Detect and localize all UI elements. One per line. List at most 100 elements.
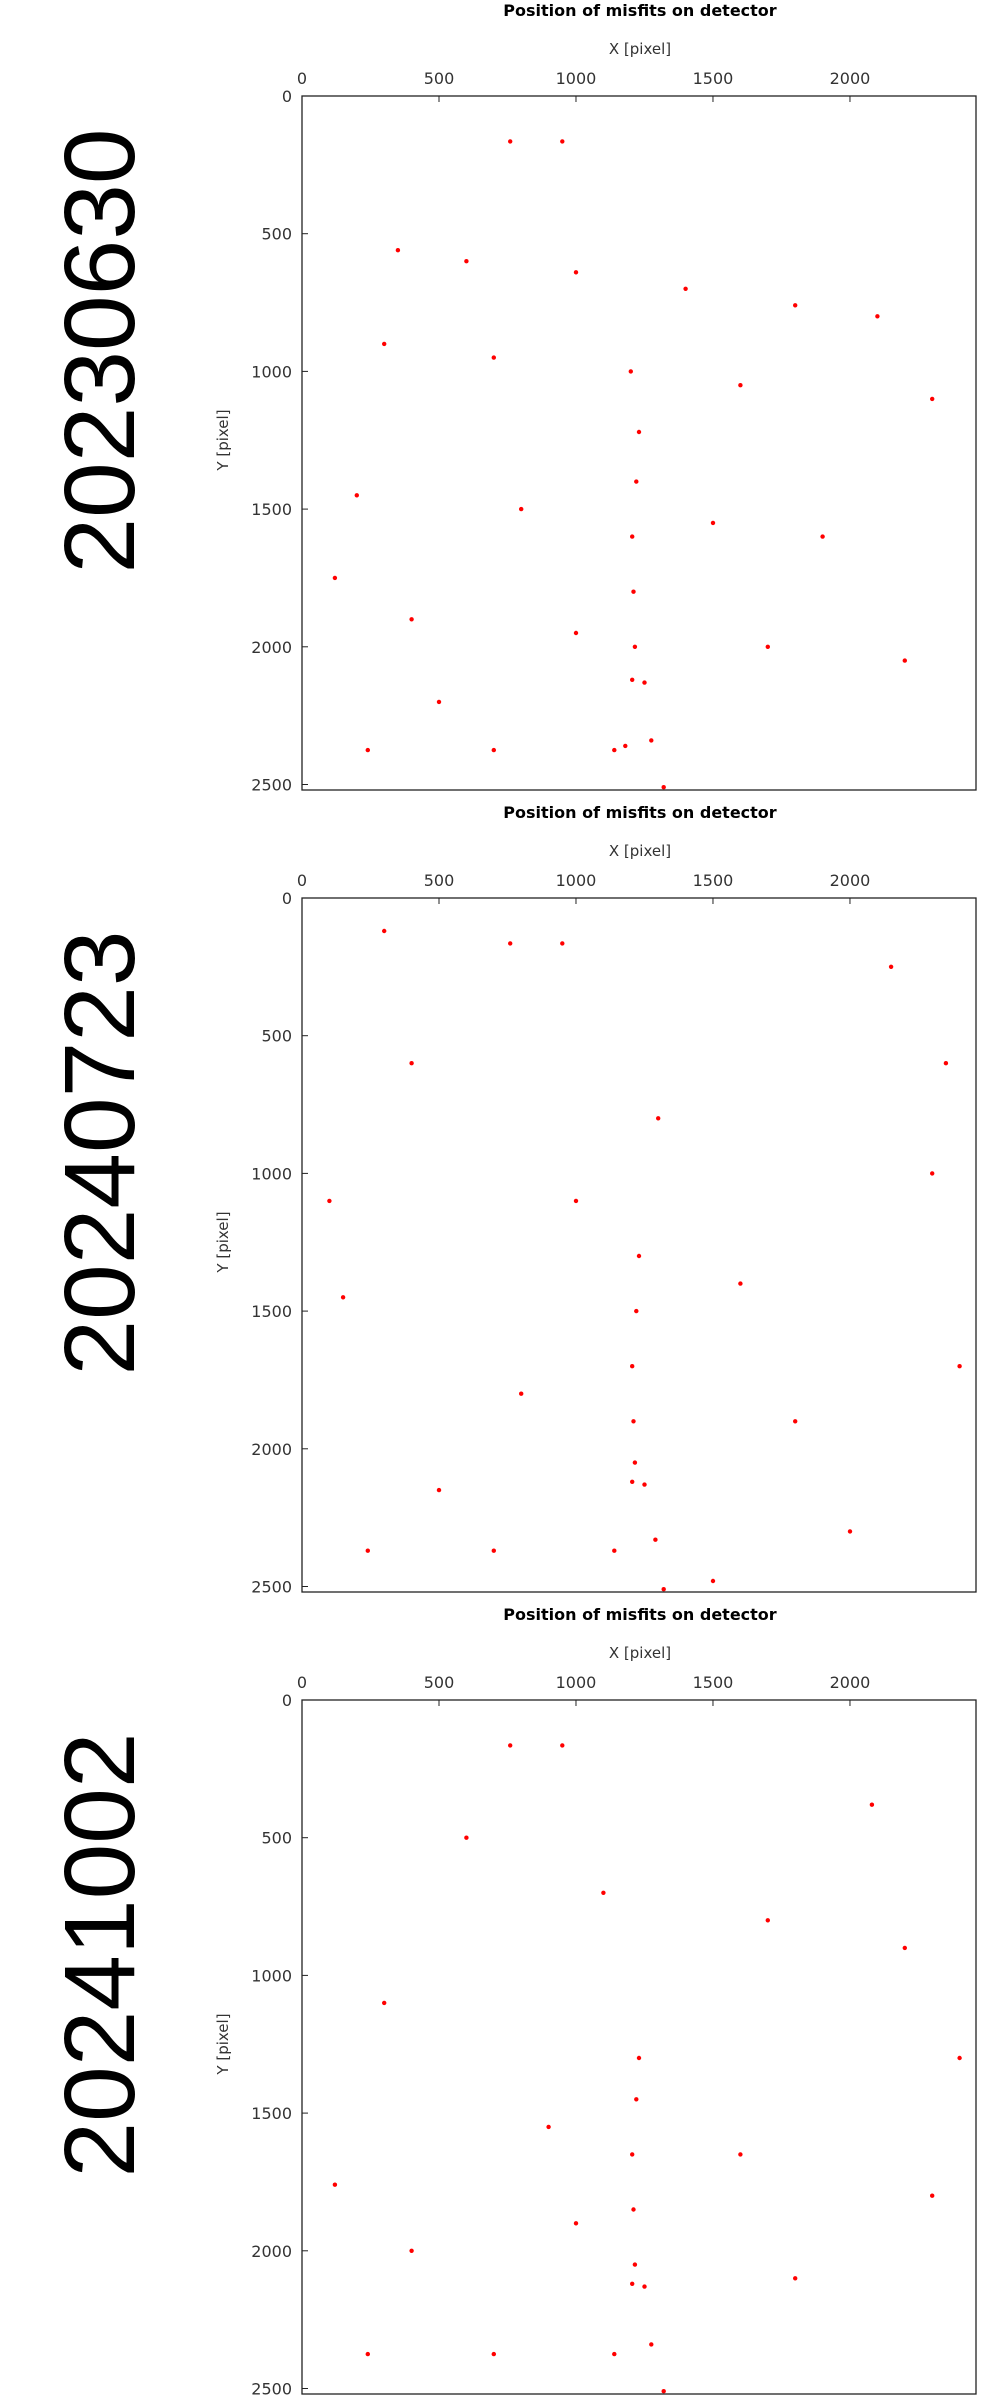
data-point <box>365 747 370 753</box>
data-point <box>631 2207 636 2212</box>
data-point <box>957 1364 962 1369</box>
y-tick-label: 1000 <box>251 1966 292 1985</box>
y-tick-label: 0 <box>282 889 292 908</box>
points-group <box>332 139 935 790</box>
data-point <box>738 1281 743 1286</box>
x-tick-label: 2000 <box>830 871 871 890</box>
x-tick-label: 1500 <box>693 69 734 88</box>
data-point <box>409 1061 414 1066</box>
x-tick-label: 1000 <box>556 871 597 890</box>
data-point <box>573 1198 579 1204</box>
data-point <box>683 286 688 291</box>
points-group <box>332 1743 962 2394</box>
y-axis-label: Y [pixel] <box>214 1211 232 1273</box>
data-point <box>332 2182 338 2187</box>
panel-1: 20230630 Position of misfits on detector… <box>0 0 1004 802</box>
data-point <box>464 1835 469 1840</box>
data-point <box>612 2351 617 2357</box>
data-point <box>902 1945 907 1951</box>
data-point <box>957 2055 962 2061</box>
data-point <box>661 2389 666 2394</box>
x-tick-label: 500 <box>424 871 455 890</box>
x-tick-label: 1500 <box>693 871 734 890</box>
x-tick-label: 500 <box>424 1673 455 1692</box>
data-point <box>820 534 825 539</box>
x-tick-label: 500 <box>424 69 455 88</box>
y-axis-label: Y [pixel] <box>214 409 232 471</box>
data-point <box>765 1918 770 1923</box>
data-point <box>642 1482 647 1487</box>
data-point <box>382 2000 387 2006</box>
data-point <box>630 1364 635 1369</box>
data-point <box>793 303 798 308</box>
y-tick-label: 500 <box>261 1027 292 1046</box>
data-point <box>573 630 579 636</box>
data-point <box>765 644 770 649</box>
x-tick-label: 1500 <box>693 1673 734 1692</box>
data-point <box>632 1460 638 1465</box>
chart-title: Position of misfits on detector <box>503 1605 777 1624</box>
data-point <box>738 383 743 388</box>
scatter-chart: Position of misfits on detector X [pixel… <box>214 1605 977 2398</box>
data-point <box>560 1743 565 1748</box>
data-point <box>560 139 565 144</box>
data-point <box>653 1537 658 1542</box>
data-point <box>875 314 880 319</box>
y-tick-label: 2500 <box>251 775 292 794</box>
data-point <box>642 2284 647 2289</box>
data-point <box>365 1548 370 1553</box>
scatter-chart: Position of misfits on detector X [pixel… <box>214 1 977 794</box>
data-point <box>793 1419 798 1424</box>
data-point <box>636 429 642 435</box>
x-tick-label: 2000 <box>830 1673 871 1692</box>
data-point <box>340 1295 346 1300</box>
x-tick-label: 0 <box>297 69 307 88</box>
y-tick-label: 1500 <box>251 1302 292 1321</box>
data-point <box>630 677 635 682</box>
chart-title: Position of misfits on detector <box>503 803 777 822</box>
data-point <box>573 2221 579 2226</box>
y-tick-label: 2000 <box>251 638 292 657</box>
plot-frame <box>301 897 977 1593</box>
data-point <box>649 738 654 743</box>
data-point <box>508 139 513 144</box>
x-tick-label: 1000 <box>556 69 597 88</box>
y-tick-label: 2000 <box>251 1440 292 1459</box>
data-point <box>612 747 617 753</box>
data-point <box>436 1487 442 1493</box>
data-point <box>631 1419 636 1424</box>
data-point <box>630 2152 635 2157</box>
data-point <box>573 270 579 275</box>
data-point <box>628 369 633 374</box>
y-tick-label: 1000 <box>251 1164 292 1183</box>
data-point <box>888 964 894 969</box>
data-point <box>436 699 442 705</box>
y-tick-label: 500 <box>261 225 292 244</box>
y-tick-label: 500 <box>261 1829 292 1848</box>
data-point <box>508 941 513 946</box>
data-point <box>508 1743 513 1748</box>
x-axis-label: X [pixel] <box>609 1644 671 1662</box>
x-tick-label: 0 <box>297 1673 307 1692</box>
y-tick-label: 1000 <box>251 362 292 381</box>
data-point <box>636 2055 642 2061</box>
data-point <box>560 941 565 946</box>
data-point <box>930 396 935 402</box>
plot-frame <box>301 95 977 791</box>
data-point <box>930 2193 935 2198</box>
data-point <box>631 589 636 594</box>
data-point <box>601 1890 606 1895</box>
data-point <box>738 2152 743 2157</box>
data-point <box>519 1391 524 1396</box>
data-point <box>365 2351 370 2357</box>
data-point <box>327 1198 332 1204</box>
points-group <box>327 928 962 1592</box>
data-point <box>491 1548 496 1553</box>
x-axis-label: X [pixel] <box>609 40 671 58</box>
tick-group: 0 500 1000 1500 2000 0 500 1000 1500 2000 2500 <box>251 1673 870 2398</box>
tick-group: 0 500 1000 1500 2000 0 500 1000 1500 2000 2500 <box>251 871 870 1596</box>
data-point <box>409 617 414 622</box>
y-tick-label: 1500 <box>251 500 292 519</box>
plot-frame <box>301 1699 977 2395</box>
data-point <box>632 644 638 649</box>
